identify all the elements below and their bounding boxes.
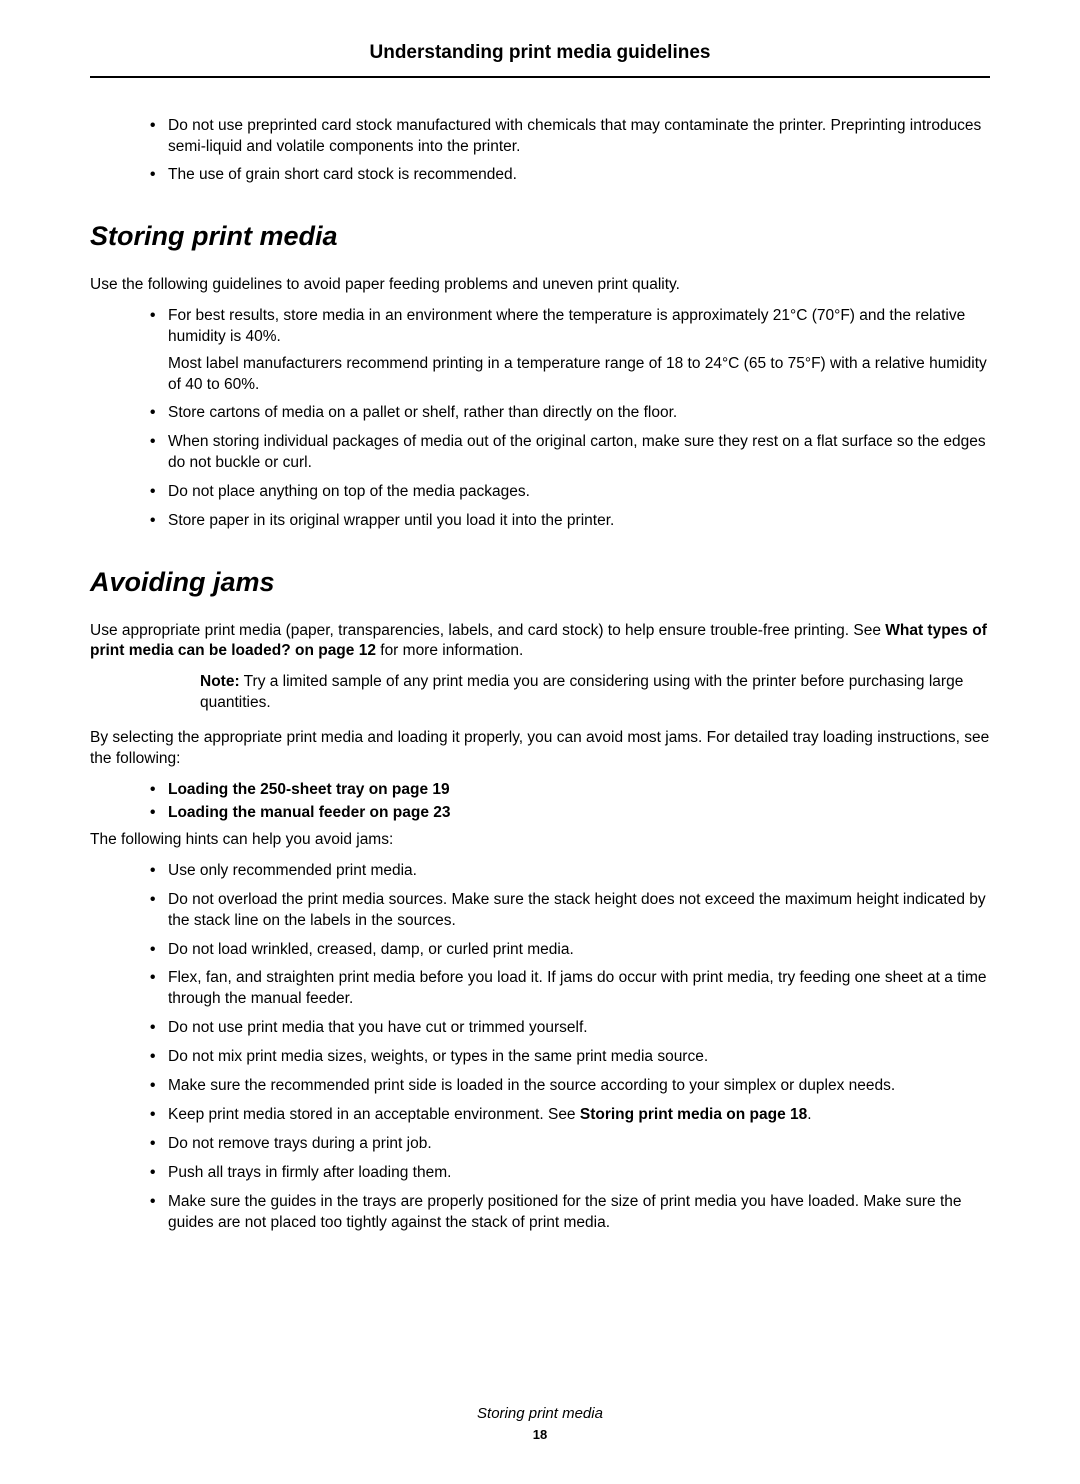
- list-item: Store paper in its original wrapper unti…: [150, 511, 990, 532]
- loading-links-list: Loading the 250-sheet tray on page 19 Lo…: [90, 780, 990, 824]
- list-item: Keep print media stored in an acceptable…: [150, 1105, 990, 1126]
- text-fragment: Keep print media stored in an acceptable…: [168, 1106, 580, 1123]
- list-item: Flex, fan, and straighten print media be…: [150, 968, 990, 1010]
- list-item: Make sure the recommended print side is …: [150, 1076, 990, 1097]
- cross-reference-link: Loading the manual feeder on page 23: [150, 803, 990, 824]
- list-item: Do not load wrinkled, creased, damp, or …: [150, 940, 990, 961]
- list-item: Do not use print media that you have cut…: [150, 1018, 990, 1039]
- list-item-subtext: Most label manufacturers recommend print…: [168, 354, 990, 396]
- list-item: Do not use preprinted card stock manufac…: [150, 116, 990, 158]
- intro-bullet-list: Do not use preprinted card stock manufac…: [90, 116, 990, 187]
- note-block: Note: Try a limited sample of any print …: [90, 672, 990, 714]
- avoiding-paragraph: By selecting the appropriate print media…: [90, 728, 990, 770]
- page-footer: Storing print media 18: [90, 1404, 990, 1444]
- list-item: Do not mix print media sizes, weights, o…: [150, 1047, 990, 1068]
- list-item: For best results, store media in an envi…: [150, 306, 990, 396]
- avoiding-intro: Use appropriate print media (paper, tran…: [90, 621, 990, 663]
- section-heading-avoiding: Avoiding jams: [90, 564, 990, 600]
- header-divider: [90, 76, 990, 78]
- footer-page-number: 18: [90, 1426, 990, 1444]
- list-item: Do not remove trays during a print job.: [150, 1134, 990, 1155]
- list-item: When storing individual packages of medi…: [150, 432, 990, 474]
- text-fragment: Use appropriate print media (paper, tran…: [90, 622, 885, 639]
- avoiding-paragraph-hints: The following hints can help you avoid j…: [90, 830, 990, 851]
- page-header-title: Understanding print media guidelines: [90, 40, 990, 76]
- list-item: The use of grain short card stock is rec…: [150, 165, 990, 186]
- note-text: Try a limited sample of any print media …: [200, 673, 963, 711]
- cross-reference-link: Loading the 250-sheet tray on page 19: [150, 780, 990, 801]
- cross-reference-link: Storing print media on page 18: [580, 1106, 807, 1123]
- footer-section-title: Storing print media: [90, 1404, 990, 1424]
- storing-bullet-list: For best results, store media in an envi…: [90, 306, 990, 532]
- list-item: Store cartons of media on a pallet or sh…: [150, 403, 990, 424]
- note-label: Note:: [200, 673, 240, 690]
- list-item: Make sure the guides in the trays are pr…: [150, 1192, 990, 1234]
- text-fragment: .: [807, 1106, 811, 1123]
- list-item: Do not place anything on top of the medi…: [150, 482, 990, 503]
- text-fragment: for more information.: [376, 642, 523, 659]
- list-item: Use only recommended print media.: [150, 861, 990, 882]
- section-heading-storing: Storing print media: [90, 218, 990, 254]
- list-item: Do not overload the print media sources.…: [150, 890, 990, 932]
- hints-bullet-list: Use only recommended print media. Do not…: [90, 861, 990, 1234]
- list-item: Push all trays in firmly after loading t…: [150, 1163, 990, 1184]
- storing-intro: Use the following guidelines to avoid pa…: [90, 275, 990, 296]
- list-item-text: For best results, store media in an envi…: [168, 307, 965, 345]
